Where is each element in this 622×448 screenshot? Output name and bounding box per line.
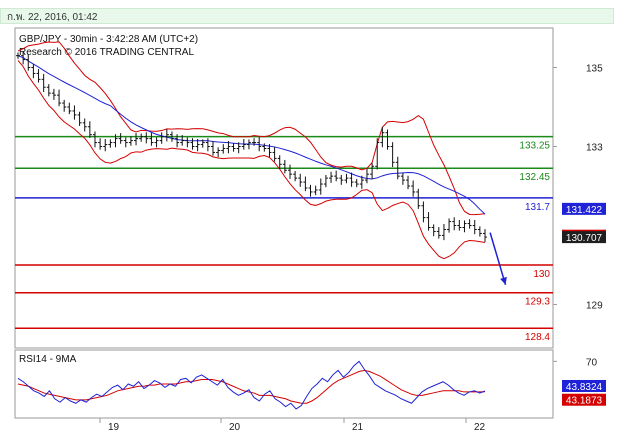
rsi-y-tick-label-0: 70 xyxy=(586,357,598,368)
level-label-5: 128.4 xyxy=(525,332,550,343)
rsi-panel xyxy=(14,349,554,419)
ma-line xyxy=(17,55,486,215)
chart-subtitle: Research © 2016 TRADING CENTRAL xyxy=(19,47,194,58)
level-label-2: 131.7 xyxy=(525,202,550,213)
rsi-tag-box-1 xyxy=(562,393,606,406)
date-text: ก.พ. 22, 2016, 01:42 xyxy=(7,12,98,23)
level-label-1: 132.45 xyxy=(519,172,550,183)
x-tick-label-1: 20 xyxy=(229,422,241,433)
level-label-0: 133.25 xyxy=(519,141,550,152)
y-tick-label-1: 133 xyxy=(586,143,603,154)
rsi-ma-line xyxy=(17,369,486,404)
upper-band xyxy=(17,41,486,216)
date-bar: ก.พ. 22, 2016, 01:42 xyxy=(0,8,614,24)
x-axis-ticks: 19 20 21 22 xyxy=(99,418,486,433)
price-tag-2: 130.707 xyxy=(566,233,603,244)
level-lines: 133.25 132.45 131.7 130 129.3 128.4 xyxy=(15,135,553,343)
forecast-arrow xyxy=(489,232,507,286)
level-label-3: 130 xyxy=(533,269,550,280)
y-axis-ticks: 135 133 129 xyxy=(553,64,603,312)
price-panel xyxy=(14,27,554,349)
price-tag-box-0 xyxy=(562,202,606,215)
y-tick-label-2: 129 xyxy=(586,301,603,312)
moving-average xyxy=(17,55,486,215)
rsi-line xyxy=(17,360,486,410)
x-tick-label-0: 19 xyxy=(108,422,120,433)
rsi-title: RSI14 - 9MA xyxy=(19,354,77,365)
y-tick-label-0: 135 xyxy=(586,64,603,75)
level-label-4: 129.3 xyxy=(525,297,550,308)
x-tick-label-2: 21 xyxy=(352,422,364,433)
x-tick-label-3: 22 xyxy=(474,422,486,433)
rsi-tag-0: 43.8324 xyxy=(566,382,603,393)
rsi-tag-box-0 xyxy=(562,379,606,392)
price-tag-0: 131.422 xyxy=(566,205,603,216)
rsi-lines: 70 43.8324 43.1873 xyxy=(17,357,606,410)
bollinger-bands xyxy=(17,41,486,260)
chart-title: GBP/JPY - 30min - 3:42:28 AM (UTC+2) xyxy=(19,34,198,45)
price-bars xyxy=(16,51,487,242)
arrow-head xyxy=(500,276,507,285)
price-tag-box-2 xyxy=(562,231,606,244)
rsi-tag-1: 43.1873 xyxy=(566,396,603,407)
lower-band xyxy=(17,60,486,260)
arrow-shaft xyxy=(489,232,507,286)
